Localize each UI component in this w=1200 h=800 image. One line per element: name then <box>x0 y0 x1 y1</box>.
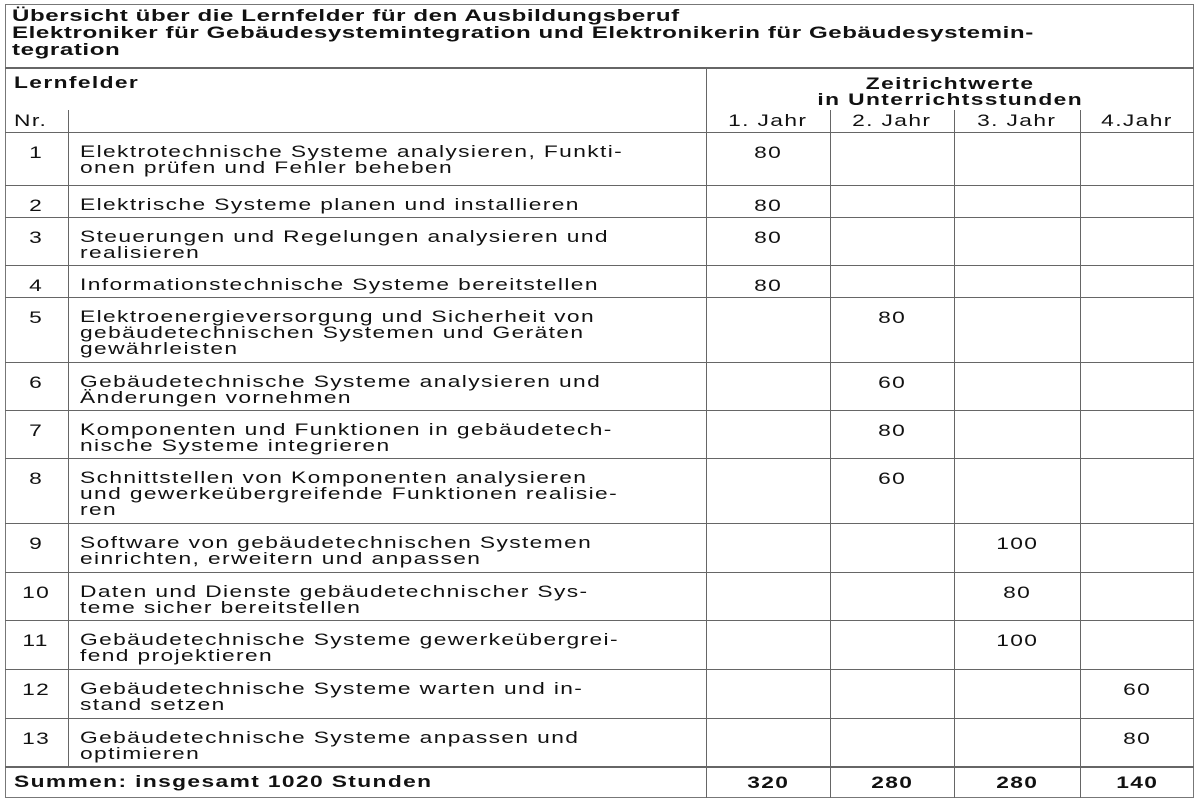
row-lernfeld-title: Elektrotechnische Systeme analysieren, F… <box>80 143 624 177</box>
row-number: 5 <box>28 309 44 327</box>
row-lernfeld-title: Elektrische Systeme planen und installie… <box>80 196 580 214</box>
total-year-1: 320 <box>746 774 790 792</box>
row-number: 6 <box>28 374 44 392</box>
row-number: 10 <box>21 584 51 602</box>
row-hours: 80 <box>877 422 907 440</box>
totals-label: Summen: insgesamt 1020 Stunden <box>14 773 433 791</box>
row-lernfeld-title: Schnittstellen von Komponenten analysier… <box>80 469 619 519</box>
total-year-3: 280 <box>995 774 1039 792</box>
row-lernfeld-title: Daten und Dienste gebäudetechnischer Sys… <box>80 583 589 617</box>
row-lernfeld-title: Steuerungen und Regelungen analysieren u… <box>80 228 609 262</box>
header-zeitrichtwerte: Zeitrichtwerte <box>865 75 1035 93</box>
row-number: 2 <box>28 197 44 215</box>
row-divider <box>5 410 1194 411</box>
row-lernfeld-title: Gebäudetechnische Systeme gewerkeübergre… <box>80 631 619 665</box>
column-divider <box>954 110 955 766</box>
row-number: 11 <box>22 632 50 650</box>
row-number: 9 <box>28 535 44 553</box>
column-divider <box>1080 766 1081 798</box>
row-lernfeld-title: Komponenten und Funktionen in gebäudetec… <box>80 421 613 455</box>
row-lernfeld-title: Elektroenergieversorgung und Sicherheit … <box>80 308 596 358</box>
row-number: 7 <box>28 422 44 440</box>
total-year-4: 140 <box>1115 774 1159 792</box>
header-divider <box>5 67 1194 69</box>
row-divider <box>5 265 1194 266</box>
row-hours: 100 <box>995 535 1039 553</box>
row-hours: 100 <box>995 632 1039 650</box>
row-hours: 60 <box>877 470 907 488</box>
lernfelder-table <box>5 4 1194 798</box>
header-lernfelder: Lernfelder <box>14 74 140 92</box>
column-divider <box>706 67 707 798</box>
row-lernfeld-title: Gebäudetechnische Systeme anpassen und o… <box>80 729 580 763</box>
total-year-2: 280 <box>870 774 914 792</box>
row-number: 4 <box>28 277 44 295</box>
header-year-3: 3. Jahr <box>977 112 1057 130</box>
row-hours: 80 <box>1002 584 1032 602</box>
row-lernfeld-title: Informationstechnische Systeme bereitste… <box>80 276 599 294</box>
row-number: 3 <box>28 229 44 247</box>
column-divider <box>68 110 69 766</box>
row-divider <box>5 297 1194 298</box>
row-number: 8 <box>28 470 44 488</box>
row-divider <box>5 523 1194 524</box>
row-divider <box>5 766 1194 768</box>
title-line-2: Elektroniker für Gebäudesystemintegratio… <box>12 24 1034 42</box>
header-year-4: 4.Jahr <box>1101 112 1173 130</box>
row-lernfeld-title: Software von gebäudetechnischen Systemen… <box>80 534 593 568</box>
header-year-1: 1. Jahr <box>728 112 808 130</box>
row-divider <box>5 185 1194 186</box>
header-unit: in Unterrichtsstunden <box>817 91 1083 109</box>
document-title: Übersicht über die Lernfelder für den Au… <box>12 7 1033 59</box>
title-line-1: Übersicht über die Lernfelder für den Au… <box>12 7 680 25</box>
header-year-2: 2. Jahr <box>852 112 932 130</box>
row-hours: 80 <box>753 144 783 162</box>
row-divider <box>5 217 1194 218</box>
row-hours: 60 <box>1122 681 1152 699</box>
row-number: 12 <box>21 681 51 699</box>
row-divider <box>5 132 1194 133</box>
row-divider <box>5 718 1194 719</box>
row-hours: 80 <box>753 277 783 295</box>
row-hours: 80 <box>753 229 783 247</box>
row-hours: 80 <box>1122 730 1152 748</box>
row-lernfeld-title: Gebäudetechnische Systeme analysieren un… <box>80 373 602 407</box>
column-divider <box>954 766 955 798</box>
row-hours: 80 <box>877 309 907 327</box>
column-divider <box>830 110 831 766</box>
row-divider <box>5 362 1194 363</box>
row-divider <box>5 572 1194 573</box>
row-divider <box>5 669 1194 670</box>
row-number: 1 <box>28 144 44 162</box>
row-lernfeld-title: Gebäudetechnische Systeme warten und in-… <box>80 680 584 714</box>
row-divider <box>5 620 1194 621</box>
column-divider <box>1080 110 1081 766</box>
row-hours: 60 <box>877 374 907 392</box>
column-divider <box>830 766 831 798</box>
row-number: 13 <box>21 730 51 748</box>
row-hours: 80 <box>753 197 783 215</box>
header-nr: Nr. <box>14 112 48 130</box>
row-divider <box>5 458 1194 459</box>
title-line-3: tegration <box>12 41 121 59</box>
